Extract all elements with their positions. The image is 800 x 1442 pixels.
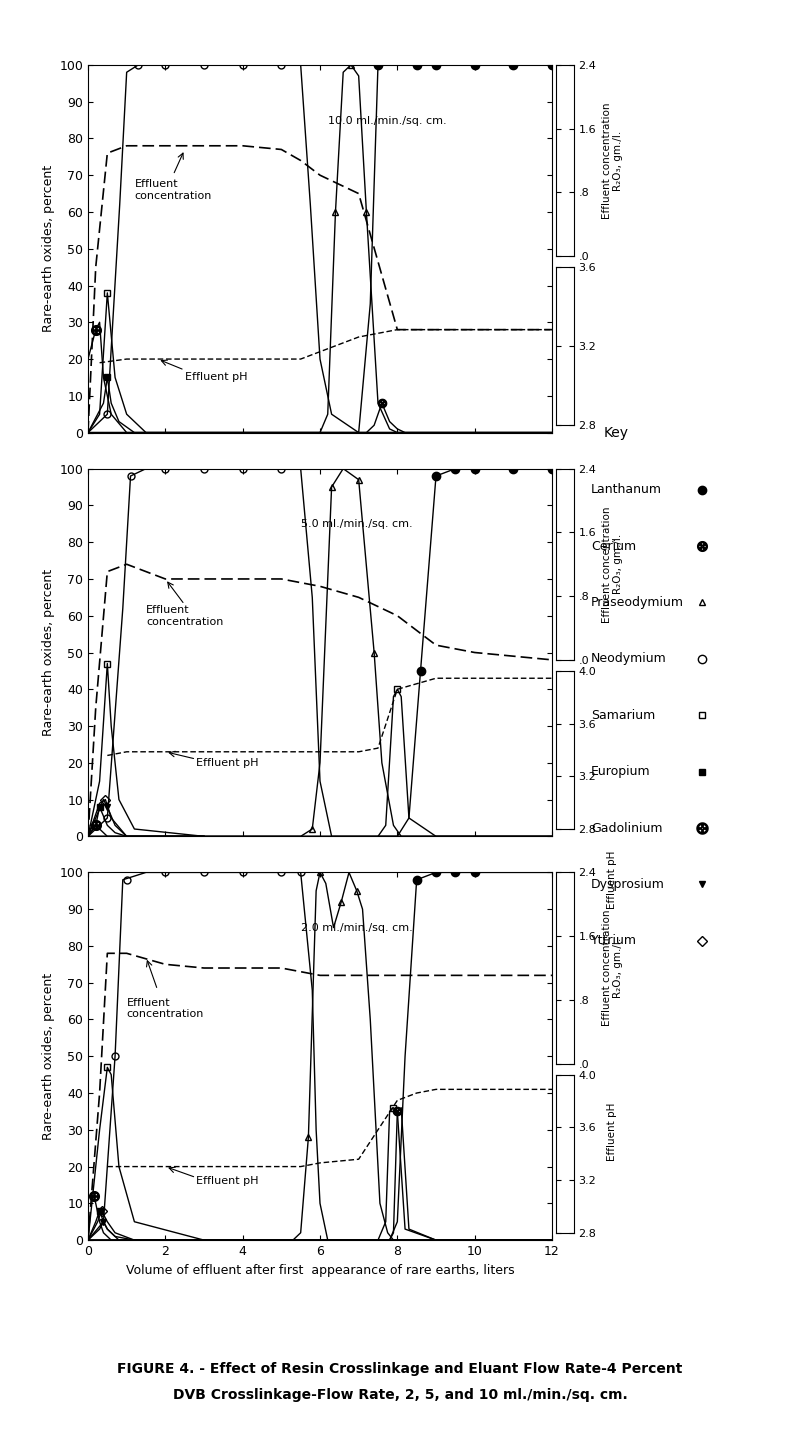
Y-axis label: Rare-earth oxides, percent: Rare-earth oxides, percent — [42, 166, 55, 332]
Text: 10.0 ml./min./sq. cm.: 10.0 ml./min./sq. cm. — [328, 115, 446, 125]
Text: Samarium: Samarium — [591, 708, 655, 722]
Text: Effluent pH: Effluent pH — [607, 851, 618, 908]
Text: Effluent
concentration: Effluent concentration — [134, 179, 212, 200]
Text: Dysprosium: Dysprosium — [591, 878, 665, 891]
X-axis label: Volume of effluent after first  appearance of rare earths, liters: Volume of effluent after first appearanc… — [126, 1263, 514, 1276]
Text: 5.0 ml./min./sq. cm.: 5.0 ml./min./sq. cm. — [301, 519, 412, 529]
Text: Effluent
concentration: Effluent concentration — [126, 998, 204, 1019]
Text: FIGURE 4. - Effect of Resin Crosslinkage and Eluant Flow Rate-4 Percent: FIGURE 4. - Effect of Resin Crosslinkage… — [118, 1361, 682, 1376]
Text: Praseodymium: Praseodymium — [591, 596, 684, 609]
Text: 2.0 ml./min./sq. cm.: 2.0 ml./min./sq. cm. — [301, 923, 413, 933]
Text: Cerium: Cerium — [591, 539, 636, 552]
Text: Effluent concentration
R₂O₃, gm./l.: Effluent concentration R₂O₃, gm./l. — [602, 910, 623, 1027]
Y-axis label: Rare-earth oxides, percent: Rare-earth oxides, percent — [42, 973, 55, 1139]
Text: Effluent pH: Effluent pH — [185, 372, 247, 382]
Y-axis label: Rare-earth oxides, percent: Rare-earth oxides, percent — [42, 570, 55, 735]
Text: Yttrium: Yttrium — [591, 934, 638, 947]
Text: Lanthanum: Lanthanum — [591, 483, 662, 496]
Text: Europium: Europium — [591, 766, 651, 779]
Text: Effluent concentration
R₂O₃, gm./l.: Effluent concentration R₂O₃, gm./l. — [602, 506, 623, 623]
Text: Effluent pH: Effluent pH — [196, 758, 258, 767]
Text: Gadolinium: Gadolinium — [591, 822, 662, 835]
Text: DVB Crosslinkage-Flow Rate, 2, 5, and 10 ml./min./sq. cm.: DVB Crosslinkage-Flow Rate, 2, 5, and 10… — [173, 1387, 627, 1402]
Text: Effluent
concentration: Effluent concentration — [146, 606, 223, 626]
Text: Effluent pH: Effluent pH — [607, 1103, 618, 1161]
Text: Neodymium: Neodymium — [591, 652, 667, 665]
Text: Effluent pH: Effluent pH — [196, 1177, 258, 1187]
Text: Key: Key — [603, 425, 629, 440]
Text: Effluent concentration
R₂O₃, gm./l.: Effluent concentration R₂O₃, gm./l. — [602, 102, 623, 219]
